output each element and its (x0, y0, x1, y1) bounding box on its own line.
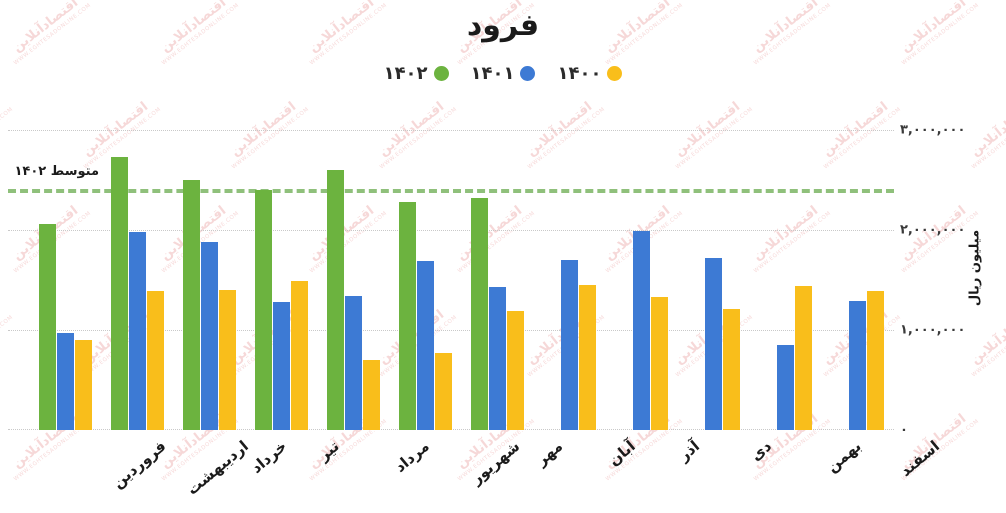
chart-legend: ۱۴۰۰ ۱۴۰۱ ۱۴۰۲ (0, 63, 1006, 84)
bar-group (830, 112, 884, 430)
legend-label: ۱۴۰۲ (383, 63, 428, 84)
bar-۱۴۰۲-اردیبهشت[interactable] (111, 157, 128, 430)
bar-۱۴۰۰-آبان[interactable] (579, 285, 596, 430)
legend-item-y1402[interactable]: ۱۴۰۲ (384, 63, 449, 84)
bar-group (182, 112, 236, 430)
bar-۱۴۰۱-مهر[interactable] (489, 287, 506, 430)
bar-group (686, 112, 740, 430)
legend-swatch-icon (520, 66, 536, 81)
bar-۱۴۰۰-اسفند[interactable] (867, 291, 884, 430)
bar-۱۴۰۲-فروردین[interactable] (39, 224, 56, 430)
gridline (8, 330, 894, 331)
bar-۱۴۰۰-مهر[interactable] (507, 311, 524, 430)
bar-group (110, 112, 164, 430)
bar-۱۴۰۰-آذر[interactable] (651, 297, 668, 430)
gridline (8, 230, 894, 231)
bar-۱۴۰۲-تیر[interactable] (255, 190, 272, 430)
x-axis-tick-label: فروردین (108, 437, 170, 492)
bar-۱۴۰۱-فروردین[interactable] (57, 333, 74, 430)
y-axis-tick-label: ۲,۰۰۰,۰۰۰ (900, 222, 966, 238)
bar-group (398, 112, 452, 430)
x-axis-tick-label: اسفند (896, 437, 944, 481)
bar-group (758, 112, 812, 430)
legend-label: ۱۴۰۰ (557, 63, 602, 84)
x-axis-tick-label: بهمن (823, 437, 865, 476)
x-axis-tick-label: اردیبهشت (183, 437, 252, 499)
legend-item-y1400[interactable]: ۱۴۰۰ (557, 63, 623, 84)
bar-۱۴۰۰-دی[interactable] (723, 309, 740, 430)
bar-۱۴۰۰-خرداد[interactable] (219, 290, 236, 430)
bar-۱۴۰۱-تیر[interactable] (273, 302, 290, 430)
bar-۱۴۰۱-اردیبهشت[interactable] (129, 232, 146, 430)
x-axis-tick-label: آبان (604, 437, 639, 470)
bar-group (614, 112, 668, 430)
bar-۱۴۰۰-بهمن[interactable] (795, 286, 812, 430)
bar-۱۴۰۲-خرداد[interactable] (183, 180, 200, 430)
bar-۱۴۰۲-مهر[interactable] (471, 198, 488, 430)
bar-۱۴۰۱-مرداد[interactable] (345, 296, 362, 430)
bar-۱۴۰۰-اردیبهشت[interactable] (147, 291, 164, 430)
y-axis-tick-label: ۱,۰۰۰,۰۰۰ (900, 322, 966, 338)
bar-۱۴۰۰-تیر[interactable] (291, 281, 308, 430)
plot-area: متوسط ۱۴۰۲ (8, 112, 894, 430)
x-axis-tick-label: شهریور (467, 437, 524, 488)
bar-۱۴۰۰-مرداد[interactable] (363, 360, 380, 430)
y-axis-tick-label: ۳,۰۰۰,۰۰۰ (900, 122, 966, 138)
x-axis-tick-label: مهر (532, 437, 567, 470)
x-axis-tick-label: تیر (314, 437, 343, 465)
bar-۱۴۰۱-اسفند[interactable] (849, 301, 866, 430)
bar-group (326, 112, 380, 430)
x-axis-tick-label: دی (747, 437, 776, 465)
y-axis-title: میلیون ریال (967, 229, 983, 307)
y-axis-tick-label: ۰ (900, 422, 908, 438)
average-line-label: متوسط ۱۴۰۲ (14, 164, 100, 179)
x-axis-tick-label: خرداد (247, 437, 291, 477)
bar-group (470, 112, 524, 430)
legend-swatch-icon (433, 66, 449, 81)
bar-۱۴۰۱-خرداد[interactable] (201, 242, 218, 430)
x-axis-tick-label: آذر (675, 437, 704, 465)
bar-۱۴۰۲-شهریور[interactable] (399, 202, 416, 430)
bar-۱۴۰۱-دی[interactable] (705, 258, 722, 430)
bar-group (38, 112, 92, 430)
bar-۱۴۰۰-فروردین[interactable] (75, 340, 92, 430)
bar-۱۴۰۱-آبان[interactable] (561, 260, 578, 430)
bar-group (542, 112, 596, 430)
chart-title: فرود (466, 8, 540, 43)
average-line (8, 189, 894, 193)
bar-۱۴۰۰-شهریور[interactable] (435, 353, 452, 430)
bar-۱۴۰۱-شهریور[interactable] (417, 261, 434, 430)
x-axis-tick-label: مرداد (391, 437, 433, 476)
gridline (8, 130, 894, 131)
bar-۱۴۰۱-آذر[interactable] (633, 231, 650, 430)
legend-item-y1401[interactable]: ۱۴۰۱ (471, 63, 536, 84)
bar-group (254, 112, 308, 430)
legend-swatch-icon (607, 66, 623, 81)
bar-۱۴۰۲-مرداد[interactable] (327, 170, 344, 430)
legend-label: ۱۴۰۱ (470, 63, 515, 84)
bar-۱۴۰۱-بهمن[interactable] (777, 345, 794, 430)
